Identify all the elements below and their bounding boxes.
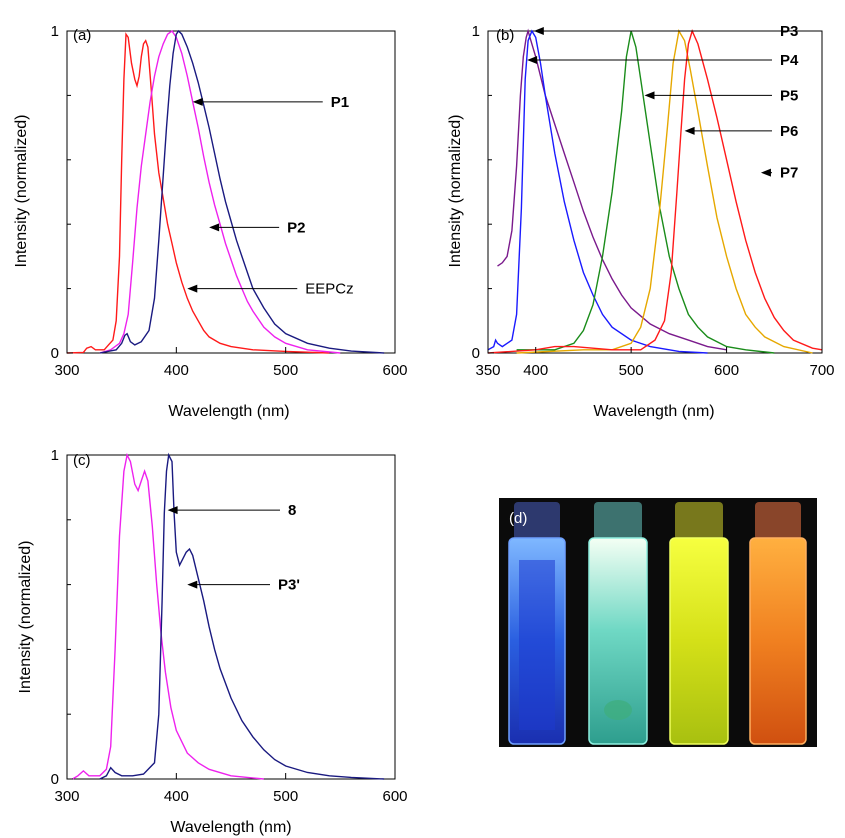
annotation-label: P6	[780, 123, 798, 140]
x-tick-label: 400	[164, 362, 189, 379]
annotation-arrowhead	[192, 97, 203, 106]
series-line-p3	[487, 29, 708, 354]
annotation-label: P5	[780, 87, 798, 104]
x-tick-label: 600	[382, 362, 407, 379]
series-line-eepcz	[66, 32, 330, 354]
photo-label: (d)	[509, 510, 527, 527]
annotation-label: EEPCz	[305, 281, 353, 298]
annotation-arrowhead	[187, 284, 198, 293]
x-axis-label: Wavelength (nm)	[168, 403, 289, 420]
panel-label: (b)	[496, 27, 514, 44]
y-tick-label: 1	[51, 23, 59, 40]
annotation-label: P2	[287, 219, 305, 236]
y-tick-label: 1	[472, 23, 480, 40]
vial-cyan	[588, 502, 648, 745]
y-axis-label: Intensity (normalized)	[17, 541, 34, 694]
annotation-arrowhead	[684, 126, 695, 135]
vial-orange	[749, 502, 807, 745]
annotation-arrowhead	[644, 91, 655, 100]
annotation-arrowhead	[187, 580, 198, 589]
series-line-p3	[99, 452, 385, 780]
y-tick-label: 0	[51, 345, 59, 362]
y-axis-label: Intensity (normalized)	[447, 115, 464, 268]
x-axis-label: Wavelength (nm)	[593, 403, 714, 420]
x-tick-label: 600	[382, 788, 407, 805]
annotation-label: P1	[331, 94, 349, 111]
x-tick-label: 500	[619, 362, 644, 379]
annotation-label: P4	[780, 52, 799, 69]
series-line-p2	[99, 30, 341, 354]
annotation-label: P3	[780, 23, 798, 40]
panel-a: (a) 300 400 500 600 0 1 P1 P2 EEPCz Wavelength …	[13, 23, 408, 420]
series-line-p4	[497, 28, 727, 351]
series-line-p5	[516, 30, 775, 354]
annotation-label: P7	[780, 165, 798, 182]
plot-frame	[66, 454, 396, 780]
annotation-arrowhead	[760, 168, 771, 177]
x-tick-label: 600	[714, 362, 739, 379]
annotation-arrowhead	[533, 27, 544, 35]
y-tick-label: 1	[51, 447, 59, 464]
annotation-label: P3'	[278, 577, 300, 594]
annotation-arrowhead	[209, 223, 220, 232]
panel-b: (b) 350 400 500 600 700 0 1 P3 P4 P5 P6 P7 Wavelen…	[447, 23, 835, 420]
vial-blue	[508, 502, 566, 745]
x-tick-label: 350	[475, 362, 500, 379]
x-tick-label: 400	[164, 788, 189, 805]
panel-label: (c)	[73, 452, 91, 469]
x-tick-label: 400	[523, 362, 548, 379]
x-tick-label: 500	[273, 788, 298, 805]
y-tick-label: 0	[51, 771, 59, 788]
annotation-arrowhead	[527, 55, 538, 64]
plot-frame	[66, 30, 396, 354]
x-axis-label: Wavelength (nm)	[170, 819, 291, 836]
plot-frame	[487, 30, 823, 354]
vial-photo: (d)	[499, 498, 817, 747]
annotation-label: 8	[288, 502, 296, 519]
series-line-p1	[99, 29, 385, 354]
x-tick-label: 300	[54, 788, 79, 805]
vial-yellow	[669, 502, 729, 745]
y-axis-label: Intensity (normalized)	[13, 115, 30, 268]
x-tick-label: 700	[809, 362, 834, 379]
panel-label: (a)	[73, 27, 91, 44]
series-line-p7	[487, 28, 823, 354]
annotation-arrowhead	[167, 506, 178, 515]
x-tick-label: 300	[54, 362, 79, 379]
series-line-8	[72, 452, 264, 780]
x-tick-label: 500	[273, 362, 298, 379]
y-tick-label: 0	[472, 345, 480, 362]
